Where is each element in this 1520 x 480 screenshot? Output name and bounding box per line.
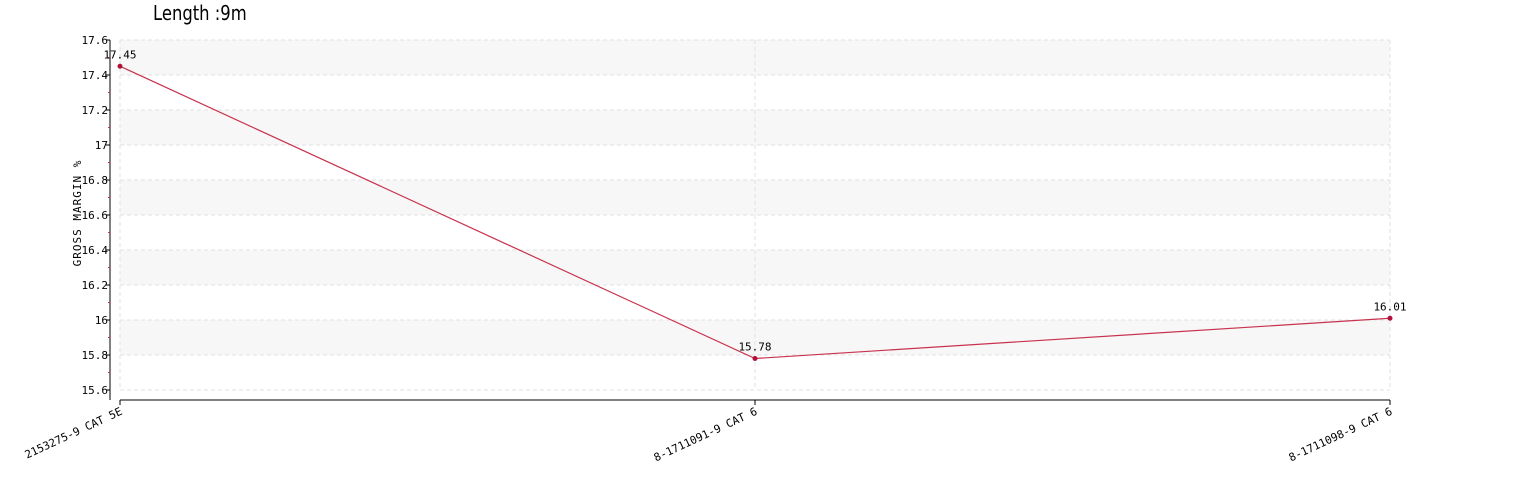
chart-title: Length :9m: [153, 1, 247, 25]
y-tick-label: 17: [95, 139, 108, 152]
x-tick-label: 2153275-9 CAT 5E: [23, 405, 125, 462]
data-label: 17.45: [103, 48, 136, 61]
data-label: 15.78: [738, 341, 771, 354]
y-tick-label: 16.8: [82, 174, 109, 187]
y-tick-label: 16.4: [82, 244, 109, 257]
y-tick-label: 16: [95, 314, 108, 327]
data-label: 16.01: [1373, 300, 1406, 313]
y-tick-label: 15.6: [82, 384, 109, 397]
y-axis-title: GROSS MARGIN %: [71, 160, 84, 267]
grid-lines: [119, 39, 1391, 391]
y-tick-label: 16.2: [82, 279, 109, 292]
data-point: [117, 63, 123, 69]
x-tick-label: 8-1711091-9 CAT 6: [652, 405, 760, 464]
x-axis-ticks: 2153275-9 CAT 5E 8-1711091-9 CAT 6 8-17110…: [23, 400, 1395, 464]
y-axis-ticks: 15.6 15.8 16 16.2 16.4 16.6 16.8 17 17.2 17.4 17.6: [82, 34, 110, 397]
y-tick-label: 17.6: [82, 34, 109, 47]
data-point: [1387, 315, 1393, 321]
x-tick-label: 8-1711098-9 CAT 6: [1287, 405, 1395, 464]
y-tick-label: 17.4: [82, 69, 109, 82]
y-tick-label: 16.6: [82, 209, 109, 222]
y-tick-label: 17.2: [82, 104, 109, 117]
data-point: [752, 356, 758, 361]
series-layer: 17.45 15.78 16.01: [103, 48, 1407, 361]
y-tick-label: 15.8: [82, 349, 109, 362]
